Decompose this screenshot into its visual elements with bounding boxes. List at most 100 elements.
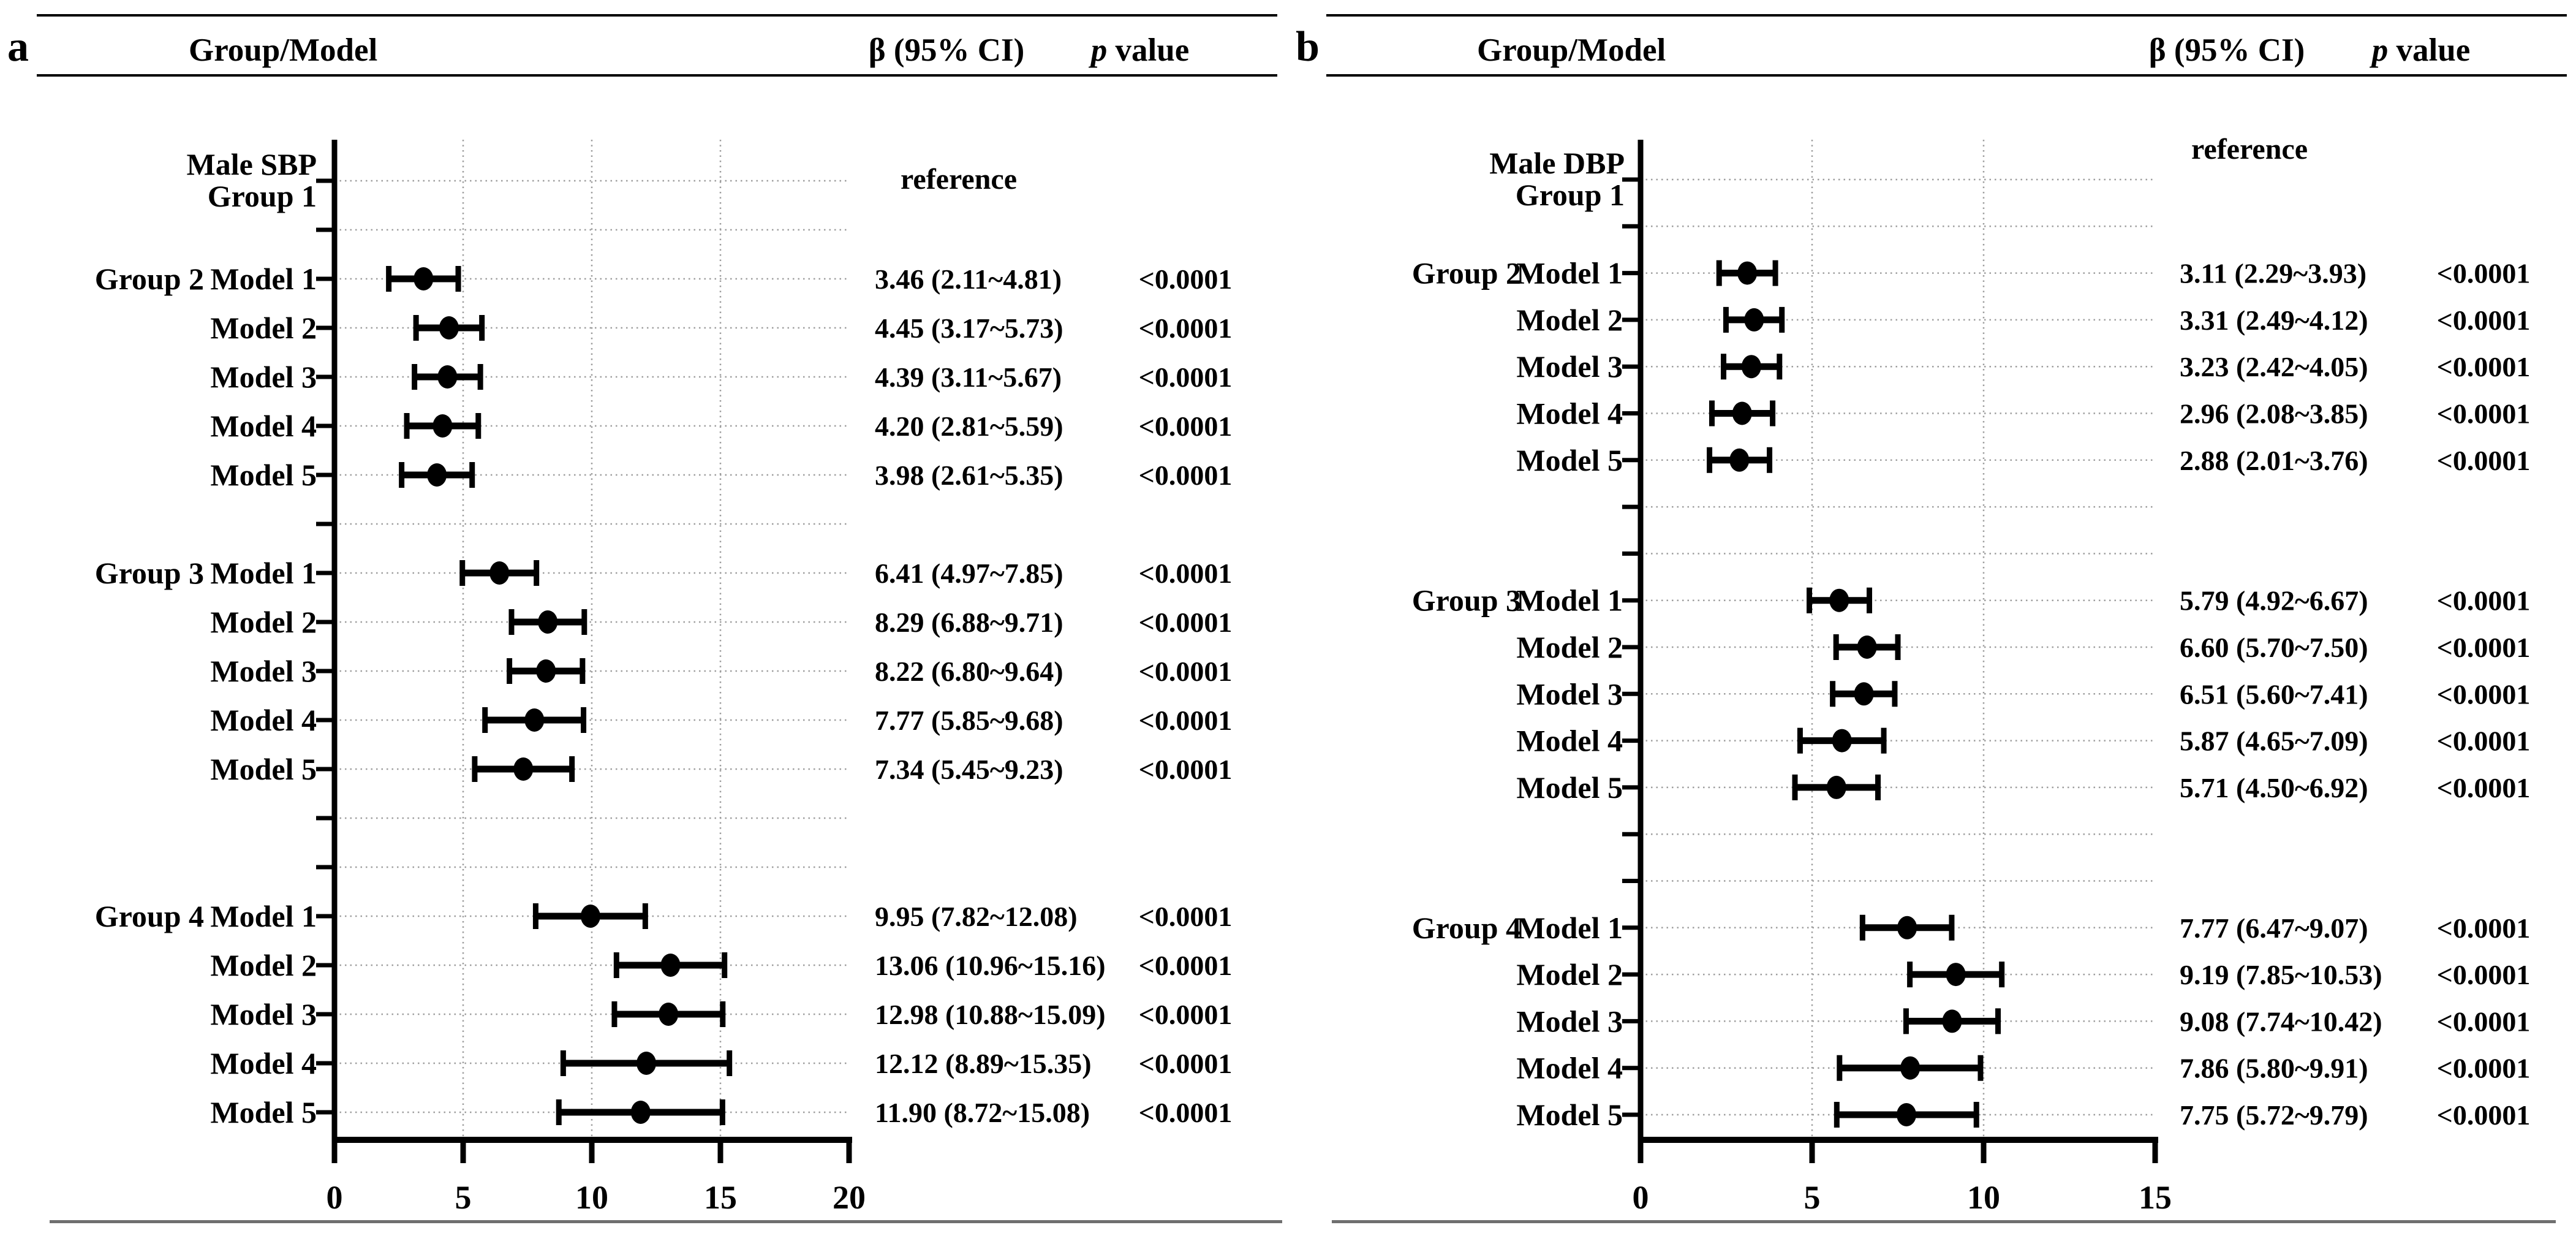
a-x-tick-label-0: 0 — [327, 1179, 343, 1216]
panel-a-top-rule — [37, 14, 1277, 17]
b-g4-m3-model-label: Model 3 — [1516, 1004, 1623, 1038]
b-g3-m5-point-estimate — [1826, 775, 1846, 799]
a-g3-m4-beta-ci-value: 7.77 (5.85~9.68) — [875, 705, 1063, 736]
a-g4-m5-model-label: Model 5 — [210, 1095, 317, 1129]
b-g2-m4-p-value: <0.0001 — [2437, 398, 2531, 430]
a-g2-m5-point-estimate — [427, 463, 447, 487]
a-g4-m4-model-label: Model 4 — [210, 1046, 317, 1080]
b-g4-m2-p-value: <0.0001 — [2437, 959, 2531, 990]
a-g3-m2-model-label: Model 2 — [210, 605, 317, 639]
b-g2-m1-p-value: <0.0001 — [2437, 258, 2531, 289]
a-g3-m1-model-label: Model 1 — [210, 556, 317, 590]
a-g3-m4-model-label: Model 4 — [210, 703, 317, 737]
a-x-tick-label-20: 20 — [833, 1179, 866, 1216]
b-g2-m2-beta-ci-value: 3.31 (2.49~4.12) — [2180, 305, 2368, 336]
b-reference-group-label: Group 1 — [1516, 178, 1625, 212]
a-g3-m5-p-value: <0.0001 — [1139, 754, 1233, 785]
b-g2-m2-p-value: <0.0001 — [2437, 305, 2531, 336]
a-g4-m2-p-value: <0.0001 — [1139, 950, 1233, 981]
b-g2-m5-beta-ci-value: 2.88 (2.01~3.76) — [2180, 445, 2368, 476]
b-g2-m2-model-label: Model 2 — [1516, 303, 1623, 337]
a-x-tick-label-10: 10 — [575, 1179, 608, 1216]
a-g3-m4-point-estimate — [524, 708, 545, 732]
panel-b-header-p-value: p value — [2371, 32, 2471, 68]
b-reference-text: reference — [2191, 133, 2308, 165]
b-g3-m2-point-estimate — [1857, 635, 1877, 659]
b-g3-m2-model-label: Model 2 — [1516, 630, 1623, 664]
b-group-label-3: Group 3 — [1412, 583, 1521, 618]
panel-b-letter: b — [1296, 23, 1320, 70]
b-g3-m4-model-label: Model 4 — [1516, 724, 1623, 758]
b-g4-m1-p-value: <0.0001 — [2437, 912, 2531, 944]
a-g3-m5-beta-ci-value: 7.34 (5.45~9.23) — [875, 754, 1063, 785]
b-g3-m3-beta-ci-value: 6.51 (5.60~7.41) — [2180, 678, 2368, 710]
b-g2-m5-p-value: <0.0001 — [2437, 445, 2531, 476]
b-g4-m2-beta-ci-value: 9.19 (7.85~10.53) — [2180, 959, 2382, 990]
a-g4-m1-p-value: <0.0001 — [1139, 901, 1233, 932]
a-g4-m4-beta-ci-value: 12.12 (8.89~15.35) — [875, 1048, 1092, 1079]
a-g3-m3-model-label: Model 3 — [210, 654, 317, 688]
b-g2-m1-model-label: Model 1 — [1516, 256, 1623, 290]
a-g2-m3-p-value: <0.0001 — [1139, 362, 1233, 393]
b-x-tick-label-0: 0 — [1633, 1179, 1649, 1216]
b-g3-m4-point-estimate — [1832, 729, 1852, 753]
b-x-tick-label-15: 15 — [2139, 1179, 2172, 1216]
a-g3-m5-point-estimate — [513, 757, 534, 781]
b-g4-m1-beta-ci-value: 7.77 (6.47~9.07) — [2180, 912, 2368, 944]
b-g2-m3-p-value: <0.0001 — [2437, 351, 2531, 382]
panel-b-header-beta-ci: β (95% CI) — [2148, 32, 2305, 68]
b-g4-m1-point-estimate — [1897, 916, 1917, 939]
a-g3-m1-beta-ci-value: 6.41 (4.97~7.85) — [875, 558, 1063, 589]
b-g3-m3-point-estimate — [1854, 682, 1874, 706]
a-x-tick-label-5: 5 — [455, 1179, 472, 1216]
a-g4-m5-beta-ci-value: 11.90 (8.72~15.08) — [875, 1097, 1090, 1128]
b-g2-m5-model-label: Model 5 — [1516, 443, 1623, 477]
a-g2-m4-model-label: Model 4 — [210, 409, 317, 443]
b-g2-m3-beta-ci-value: 3.23 (2.42~4.05) — [2180, 351, 2368, 382]
a-g4-m1-point-estimate — [580, 905, 600, 928]
panel-a-header-beta-ci: β (95% CI) — [868, 32, 1025, 68]
b-g3-m2-beta-ci-value: 6.60 (5.70~7.50) — [2180, 632, 2368, 663]
panel-a-letter: a — [7, 23, 29, 70]
a-g4-m1-model-label: Model 1 — [210, 899, 317, 933]
b-x-tick-label-5: 5 — [1804, 1179, 1821, 1216]
panel-a-header-rule — [37, 74, 1277, 77]
b-g3-m1-model-label: Model 1 — [1516, 583, 1623, 618]
a-g4-m2-beta-ci-value: 13.06 (10.96~15.16) — [875, 950, 1106, 981]
b-g2-m4-point-estimate — [1732, 401, 1752, 425]
b-g3-m5-model-label: Model 5 — [1516, 770, 1623, 805]
b-g4-m1-model-label: Model 1 — [1516, 911, 1623, 945]
panel-a-header-group-model: Group/Model — [189, 32, 378, 68]
a-g2-m3-model-label: Model 3 — [210, 360, 317, 394]
a-g4-m5-point-estimate — [630, 1101, 651, 1124]
b-g2-m4-model-label: Model 4 — [1516, 396, 1623, 431]
a-g2-m2-model-label: Model 2 — [210, 311, 317, 345]
b-g3-m3-p-value: <0.0001 — [2437, 678, 2531, 710]
a-g4-m4-p-value: <0.0001 — [1139, 1048, 1233, 1079]
a-g2-m5-model-label: Model 5 — [210, 458, 317, 492]
a-g4-m2-point-estimate — [660, 954, 681, 977]
b-g4-m4-beta-ci-value: 7.86 (5.80~9.91) — [2180, 1053, 2368, 1084]
panel-a-bottom-rule — [50, 1220, 1282, 1223]
panel-a-header-p-value: p value — [1090, 32, 1190, 68]
b-g4-m5-beta-ci-value: 7.75 (5.72~9.79) — [2180, 1099, 2368, 1131]
a-g3-m2-p-value: <0.0001 — [1139, 607, 1233, 638]
b-g2-m1-point-estimate — [1737, 261, 1758, 285]
b-g3-m3-model-label: Model 3 — [1516, 677, 1623, 711]
b-g3-m4-beta-ci-value: 5.87 (4.65~7.09) — [2180, 726, 2368, 757]
b-g3-m5-p-value: <0.0001 — [2437, 772, 2531, 803]
a-g2-m1-model-label: Model 1 — [210, 262, 317, 296]
b-g4-m4-point-estimate — [1900, 1056, 1921, 1080]
a-outcome-label: Male SBP — [187, 147, 317, 181]
a-reference-text: reference — [901, 163, 1017, 195]
a-g4-m1-beta-ci-value: 9.95 (7.82~12.08) — [875, 901, 1078, 932]
b-g3-m5-beta-ci-value: 5.71 (4.50~6.92) — [2180, 772, 2368, 803]
a-g2-m2-point-estimate — [439, 316, 459, 340]
panel-b-bottom-rule — [1332, 1220, 2556, 1223]
a-g2-m1-p-value: <0.0001 — [1139, 264, 1233, 295]
a-g3-m1-p-value: <0.0001 — [1139, 558, 1233, 589]
panel-b-header-rule — [1326, 74, 2567, 77]
panel-b-header-group-model: Group/Model — [1477, 32, 1666, 68]
b-g2-m4-beta-ci-value: 2.96 (2.08~3.85) — [2180, 398, 2368, 430]
